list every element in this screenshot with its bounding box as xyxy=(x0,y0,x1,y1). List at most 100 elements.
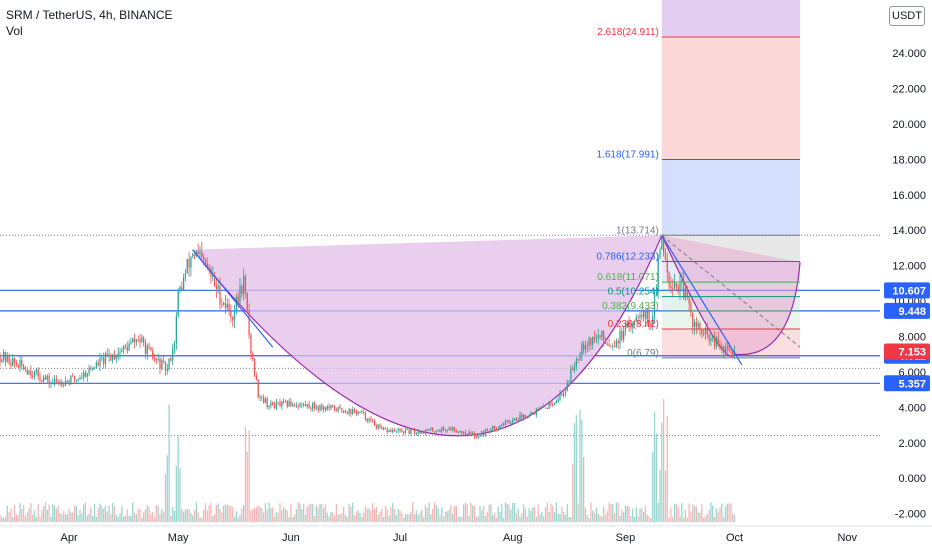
volume-bar xyxy=(419,512,421,522)
candle-body xyxy=(684,287,687,299)
candle-body xyxy=(395,430,397,432)
candle-body xyxy=(397,428,399,431)
volume-bar xyxy=(283,506,285,522)
candle-body xyxy=(377,424,379,429)
volume-bar xyxy=(512,502,514,522)
candle-body xyxy=(504,420,507,425)
volume-bar xyxy=(148,507,150,522)
volume-bar xyxy=(239,514,241,522)
volume-bar xyxy=(695,506,697,522)
candle-body xyxy=(161,360,163,369)
volume-bar xyxy=(261,508,263,522)
candle-body xyxy=(388,429,390,433)
volume-bar xyxy=(617,502,619,522)
candle-body xyxy=(428,429,430,431)
candle-body xyxy=(333,406,336,411)
candle-body xyxy=(526,417,528,418)
candle-body xyxy=(683,279,685,299)
volume-bar xyxy=(643,511,645,522)
candle-body xyxy=(557,399,559,402)
volume-bar xyxy=(184,509,187,522)
currency-button[interactable]: USDT xyxy=(889,6,925,26)
candle-body xyxy=(408,429,410,434)
volume-bar xyxy=(353,515,356,522)
volume-bar xyxy=(566,504,568,522)
fib-level-label: 1(13.714) xyxy=(616,225,659,236)
volume-bar xyxy=(564,514,567,522)
candle-body xyxy=(264,398,267,403)
candle-body xyxy=(537,408,539,410)
volume-bar xyxy=(68,508,70,522)
volume-bar xyxy=(455,505,457,522)
volume-bar xyxy=(703,517,705,522)
volume-bar xyxy=(730,503,732,522)
volume-bar xyxy=(306,506,308,522)
volume-bar xyxy=(444,511,447,522)
volume-bar xyxy=(637,516,639,522)
candle-body xyxy=(313,403,316,409)
volume-bar xyxy=(224,505,227,522)
volume-bar xyxy=(604,514,607,522)
candle-body xyxy=(730,350,732,352)
candle-body xyxy=(30,370,32,377)
volume-bar xyxy=(597,513,599,522)
candle-body xyxy=(1,359,3,363)
candle-body xyxy=(21,360,23,366)
volume-bar xyxy=(384,505,387,522)
volume-bar xyxy=(553,512,556,522)
candle-body xyxy=(208,267,210,270)
candle-body xyxy=(123,345,125,351)
candle-body xyxy=(170,358,172,361)
candle-body xyxy=(201,252,203,257)
volume-bar xyxy=(417,514,419,522)
volume-bar xyxy=(692,504,694,522)
volume-bar xyxy=(310,503,312,522)
candle-body xyxy=(553,403,556,406)
candle-body xyxy=(384,428,387,430)
candle-body xyxy=(688,297,690,304)
candle-body xyxy=(357,411,359,415)
candle-body xyxy=(230,310,232,318)
volume-bar xyxy=(30,503,32,522)
volume-bar xyxy=(330,511,332,522)
volume-bar xyxy=(286,510,288,522)
candle-body xyxy=(235,296,237,312)
candle-body xyxy=(368,418,370,422)
volume-bar xyxy=(197,512,199,522)
candle-body xyxy=(297,405,299,407)
candle-body xyxy=(17,364,19,368)
volume-bar xyxy=(128,515,130,522)
candle-body xyxy=(55,379,57,382)
volume-bar xyxy=(43,506,45,522)
candle-body xyxy=(104,353,107,364)
candle-body xyxy=(379,424,381,428)
candle-body xyxy=(455,431,457,433)
candle-body xyxy=(490,428,492,433)
candle-body xyxy=(239,285,241,302)
candle-body xyxy=(417,431,419,434)
handle-pattern-fill xyxy=(661,235,800,357)
volume-bar xyxy=(641,507,643,522)
price-badge-label: 7.153 xyxy=(898,346,926,358)
candle-body xyxy=(663,238,665,253)
candle-body xyxy=(584,345,587,350)
candle-body xyxy=(419,431,421,434)
volume-bar xyxy=(181,508,183,522)
y-tick-label: 8.000 xyxy=(898,331,926,343)
candle-body xyxy=(588,337,590,346)
candle-body xyxy=(139,339,141,343)
volume-bar xyxy=(359,512,361,522)
candle-body xyxy=(666,259,668,273)
candle-body xyxy=(668,272,670,286)
volume-bar xyxy=(104,505,107,522)
fib-zone xyxy=(661,159,800,236)
candle-body xyxy=(619,331,621,344)
volume-bar xyxy=(288,517,290,522)
candle-body xyxy=(15,362,17,365)
volume-bar xyxy=(552,505,554,522)
volume-bar xyxy=(544,507,547,522)
candle-body xyxy=(8,354,10,364)
candle-body xyxy=(386,429,388,433)
